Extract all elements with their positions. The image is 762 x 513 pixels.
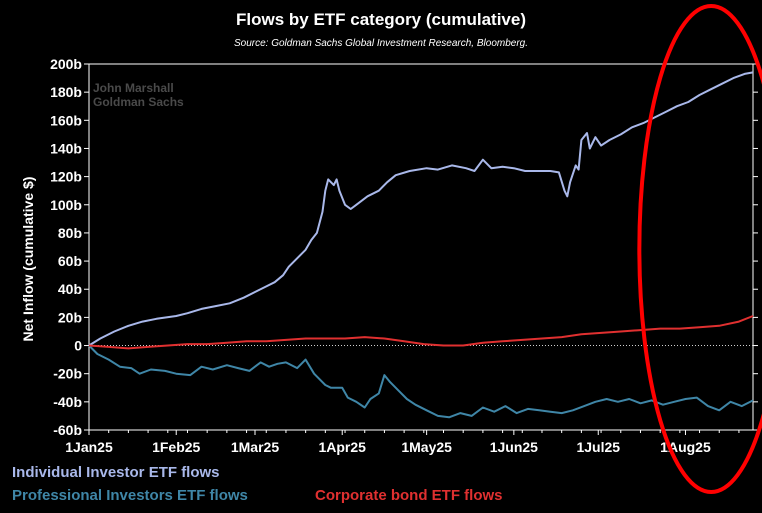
- y-tick-label: 80b: [58, 225, 82, 241]
- y-tick-label: 20b: [58, 309, 82, 325]
- y-tick-label: -60b: [53, 422, 82, 438]
- x-tick-label: 1Jul25: [576, 439, 620, 455]
- y-tick-label: 120b: [50, 169, 82, 185]
- watermark-line-1: John Marshall: [93, 81, 174, 95]
- x-tick-label: 1Mar25: [231, 439, 279, 455]
- legend-professional: Professional Investors ETF flows: [12, 487, 248, 504]
- chart-title: Flows by ETF category (cumulative): [235, 10, 526, 29]
- series-professional-line: [88, 344, 754, 419]
- y-tick-label: 200b: [50, 56, 82, 72]
- y-tick-label: -20b: [53, 366, 82, 382]
- highlight-ellipse: [637, 4, 762, 494]
- x-tick-label: 1Feb25: [152, 439, 200, 455]
- y-tick-label: 180b: [50, 84, 82, 100]
- legend-corporate-bond: Corporate bond ETF flows: [315, 487, 503, 504]
- y-tick-label: 0: [74, 338, 82, 354]
- legend-individual: Individual Investor ETF flows: [12, 464, 220, 481]
- x-tick-label: 1Jun25: [490, 439, 538, 455]
- y-tick-label: -40b: [53, 394, 82, 410]
- series-individual-line: [88, 71, 754, 347]
- y-tick-label: 140b: [50, 140, 82, 156]
- series-corporate-bond-line: [88, 315, 754, 350]
- y-tick-label: 160b: [50, 112, 82, 128]
- plot-frame: [88, 63, 754, 431]
- y-tick-label: 60b: [58, 253, 82, 269]
- x-tick-label: 1May25: [401, 439, 452, 455]
- x-tick-label: 1Jan25: [65, 439, 113, 455]
- x-tick-label: 1Apr25: [318, 439, 366, 455]
- chart-subtitle: Source: Goldman Sachs Global Investment …: [233, 38, 529, 49]
- watermark-line-2: Goldman Sachs: [93, 95, 184, 109]
- y-tick-label: 100b: [50, 197, 82, 213]
- y-tick-label: 40b: [58, 281, 82, 297]
